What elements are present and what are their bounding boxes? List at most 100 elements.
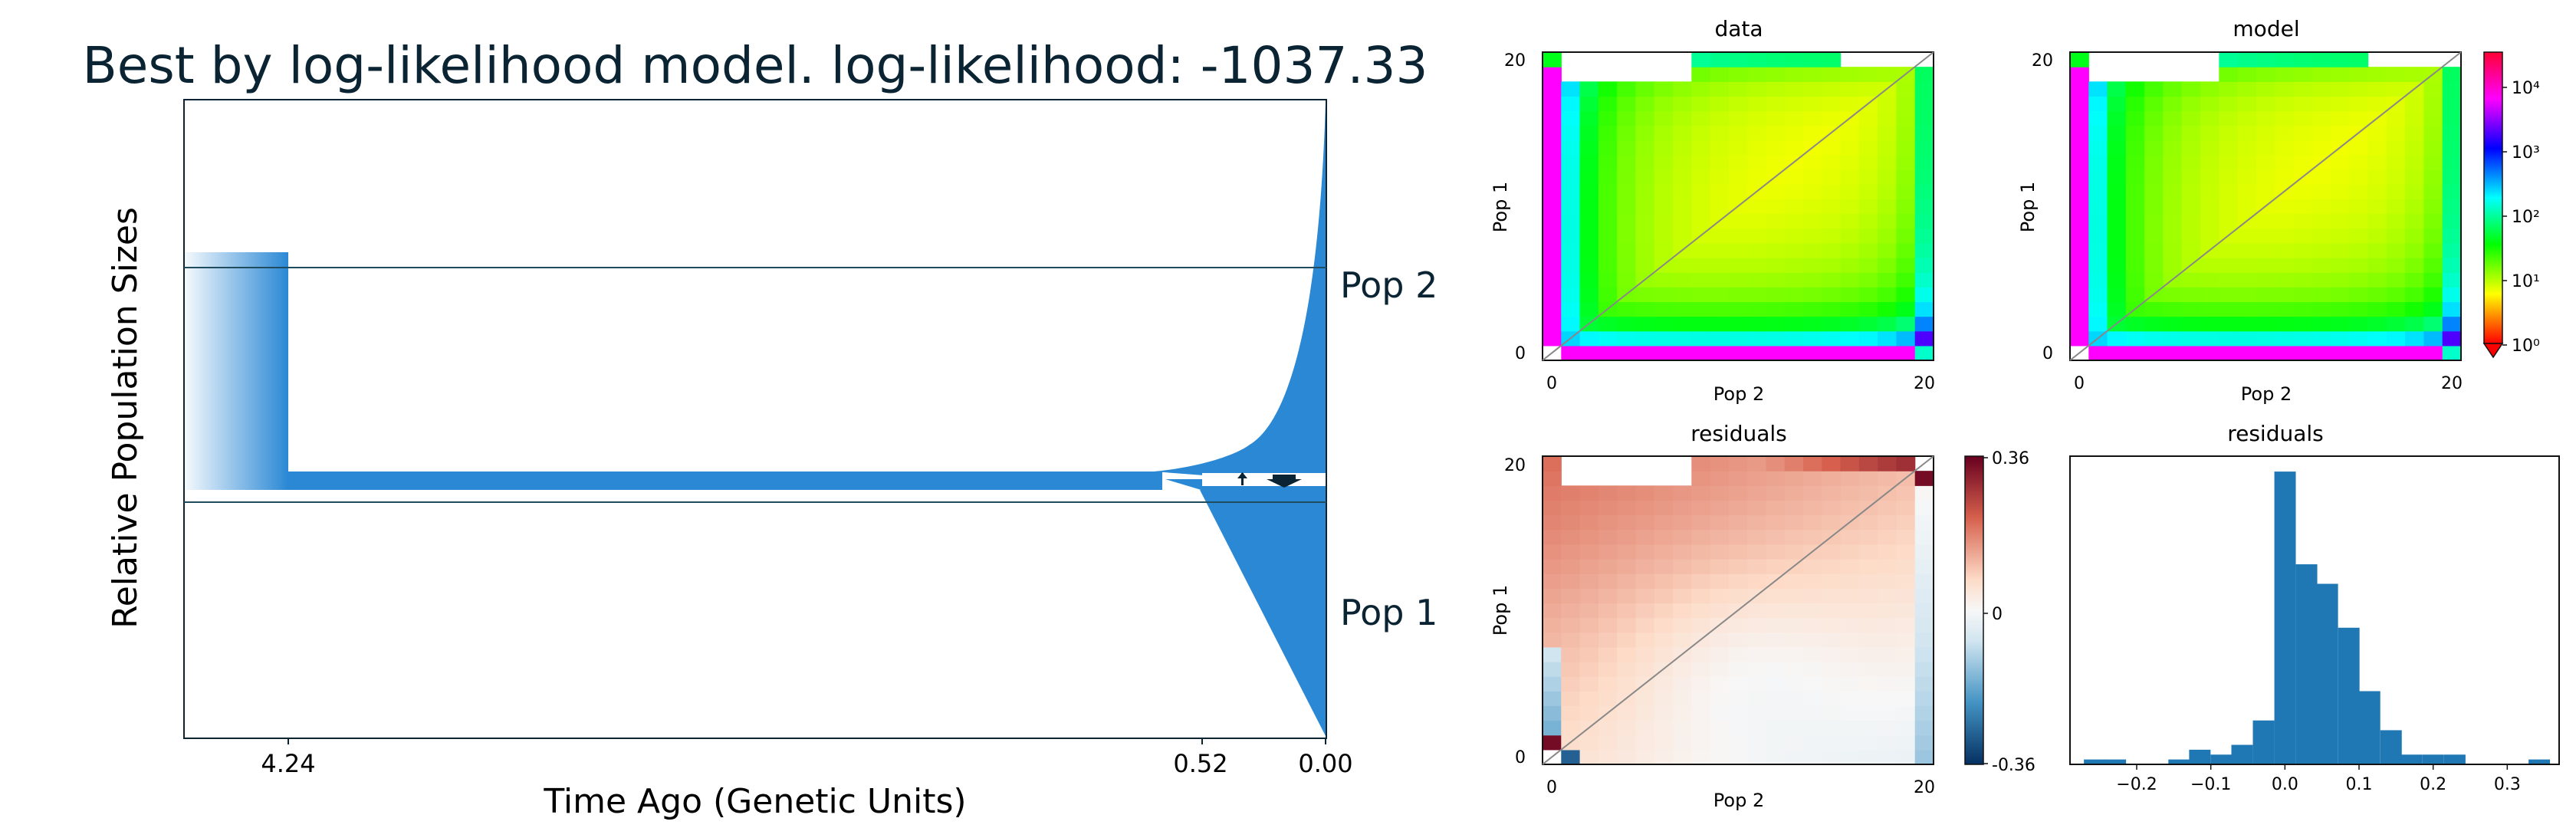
heatmap-cell xyxy=(1654,213,1674,229)
heatmap-cell xyxy=(1691,287,1711,303)
heatmap-cell xyxy=(2181,125,2201,141)
heatmap-cell xyxy=(1728,749,1748,765)
heatmap-cell xyxy=(1784,514,1804,531)
heatmap-cell xyxy=(1673,199,1692,215)
heatmap-cell xyxy=(1710,184,1730,200)
heatmap-cell xyxy=(2163,213,2183,229)
heatmap-cell xyxy=(1598,485,1618,501)
heatmap-cell xyxy=(2200,199,2220,215)
heatmap-cell xyxy=(1766,52,1786,67)
heatmap-cell xyxy=(2163,316,2183,332)
heatmap-cell xyxy=(2181,81,2201,97)
heatmap-cell xyxy=(2219,169,2239,185)
heatmap-cell xyxy=(1878,228,1898,244)
heatmap-cell xyxy=(1747,456,1767,472)
heatmap-cell xyxy=(1766,529,1786,545)
heatmap-cell xyxy=(2088,242,2108,258)
ytick-label: 20 xyxy=(2032,51,2053,71)
heatmap-cell xyxy=(1654,485,1674,501)
heatmap-cell xyxy=(1728,184,1748,200)
heatmap-cell xyxy=(1822,169,1842,185)
heatmap-cell xyxy=(1803,471,1822,486)
heatmap-cell xyxy=(2405,287,2425,303)
heatmap-cell xyxy=(1858,573,1878,589)
heatmap-cell xyxy=(1914,573,1934,589)
heatmap-cell xyxy=(1914,529,1934,545)
heatmap-cell xyxy=(2088,258,2108,273)
heatmap-cell xyxy=(2200,228,2220,244)
heatmap-cell xyxy=(1654,603,1674,619)
colorbar-tick-label: -0.36 xyxy=(1992,756,2036,775)
heatmap-cell xyxy=(1840,155,1860,170)
heatmap-cell xyxy=(1579,500,1599,516)
heatmap-cell xyxy=(1896,345,1916,361)
heatmap-cell xyxy=(1840,456,1860,472)
heatmap-cell xyxy=(1598,258,1618,273)
heatmap-cell xyxy=(2386,301,2406,317)
heatmap-cell xyxy=(2219,330,2239,347)
heatmap-cell xyxy=(1635,169,1655,185)
heatmap-cell xyxy=(1579,485,1599,501)
heatmap-cell xyxy=(1766,500,1786,516)
heatmap-cell xyxy=(1691,705,1711,721)
heatmap-cell xyxy=(1543,573,1562,589)
heatmap-cell xyxy=(1561,603,1581,619)
heatmap-cell xyxy=(1728,471,1748,486)
heatmap-cell xyxy=(2442,287,2462,303)
heatmap-cell xyxy=(1747,228,1767,244)
heatmap-cell xyxy=(1784,110,1804,127)
heatmap-cell xyxy=(2200,155,2220,170)
heatmap-cell xyxy=(1691,184,1711,200)
heatmap-cell xyxy=(2219,184,2239,200)
heatmap-cell xyxy=(2237,96,2257,112)
heatmap-cell xyxy=(1654,646,1674,662)
heatmap-cell xyxy=(1896,258,1916,273)
heatmap-cell xyxy=(2219,345,2239,361)
heatmap-cell xyxy=(2163,287,2183,303)
heatmap-cell xyxy=(1543,272,1562,288)
heatmap-cell xyxy=(1840,140,1860,156)
heatmap-cell xyxy=(1561,345,1581,361)
heatmap-cell xyxy=(1840,301,1860,317)
heatmap-cell xyxy=(1840,646,1860,662)
heatmap-cell xyxy=(1579,514,1599,531)
heatmap-cell xyxy=(1784,588,1804,604)
heatmap-cell xyxy=(2293,272,2313,288)
heatmap-cell xyxy=(2144,155,2164,170)
heatmap-cell xyxy=(1561,155,1581,170)
heatmap-cell xyxy=(2107,301,2127,317)
heatmap-cell xyxy=(2405,110,2425,127)
heatmap-cell xyxy=(1878,603,1898,619)
heatmap-cell xyxy=(1691,125,1711,141)
heatmap-cell xyxy=(1710,646,1730,662)
heatmap-cell xyxy=(2219,287,2239,303)
heatmap-cell xyxy=(2219,52,2239,67)
heatmap-cell xyxy=(2181,213,2201,229)
heatmap-cell xyxy=(1914,316,1934,332)
heatmap-cell xyxy=(1617,588,1637,604)
heatmap-cell xyxy=(1747,734,1767,751)
heatmap-cell xyxy=(1579,646,1599,662)
heatmap-cell xyxy=(1635,330,1655,347)
heatmap-cell xyxy=(1598,632,1618,648)
heatmap-cell xyxy=(2125,330,2145,347)
heatmap-cell xyxy=(2331,228,2350,244)
heatmap-cell xyxy=(1858,734,1878,751)
heatmap-cell xyxy=(1654,559,1674,574)
heatmap-cell xyxy=(1747,544,1767,560)
heatmap-cell xyxy=(1598,544,1618,560)
heatmap-cell xyxy=(1728,734,1748,751)
heatmap-cell xyxy=(1635,749,1655,765)
heatmap-cell xyxy=(1561,588,1581,604)
heatmap-cell xyxy=(1635,544,1655,560)
heatmap-cell xyxy=(1635,603,1655,619)
heatmap-cell xyxy=(1710,662,1730,677)
heatmap-cell xyxy=(2349,52,2369,67)
heatmap-cell xyxy=(1691,720,1711,736)
heatmap-cell xyxy=(1914,617,1934,633)
heatmap-cell xyxy=(1598,242,1618,258)
heatmap-cell xyxy=(1728,573,1748,589)
heatmap-cell xyxy=(1784,228,1804,244)
heatmap-cell xyxy=(1635,720,1655,736)
heatmap-cell xyxy=(1803,514,1822,531)
